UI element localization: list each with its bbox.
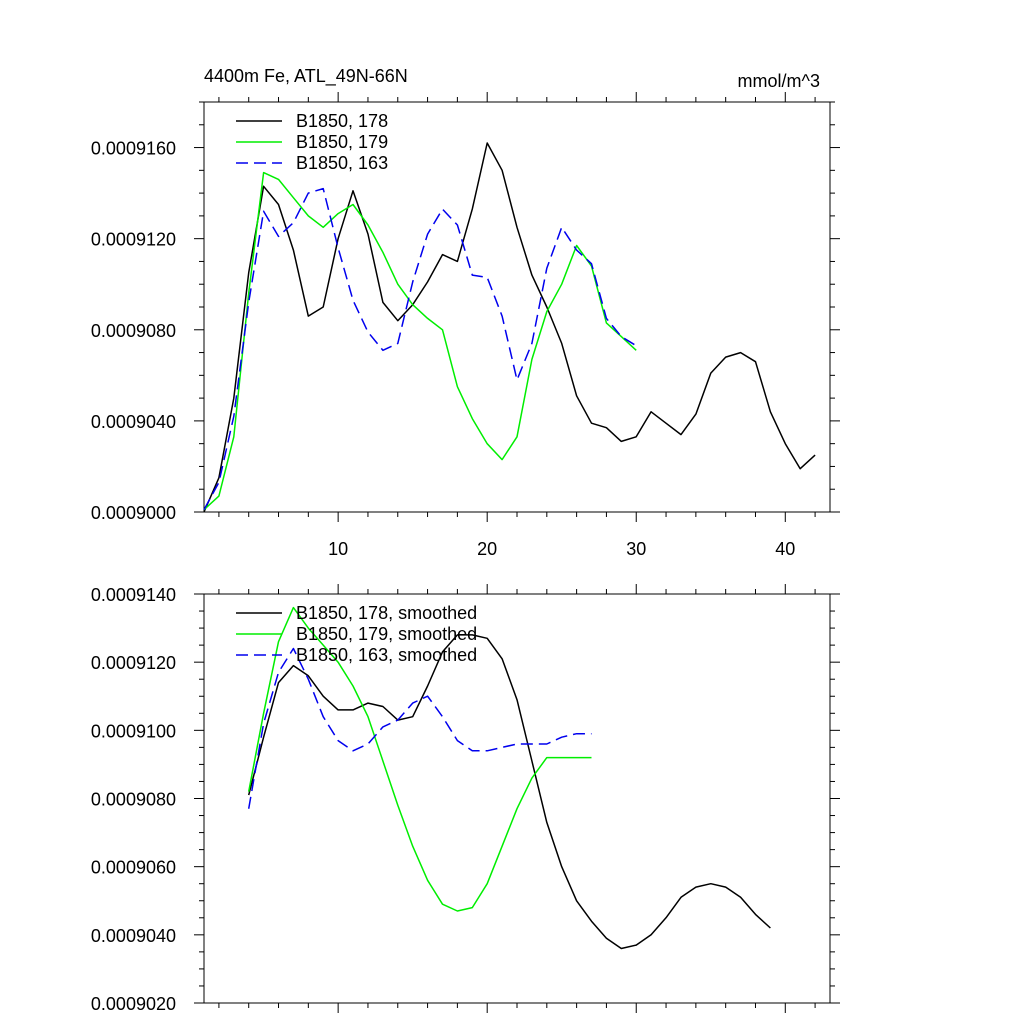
series-line-3: [247, 647, 592, 809]
chart-title: 4400m Fe, ATL_49N-66N: [204, 66, 408, 87]
y-tick-label: 0.0009120: [91, 230, 176, 250]
legend-label-1: B1850, 178: [296, 111, 388, 131]
legend-label-3: B1850, 163: [296, 153, 388, 173]
x-tick-label: 10: [328, 539, 348, 559]
y-tick-label: 0.0009080: [91, 321, 176, 341]
x-tick-label: 30: [626, 539, 646, 559]
y-tick-label: 0.0009060: [91, 858, 176, 878]
series-line-2: [247, 606, 592, 912]
y-tick-label: 0.0009040: [91, 926, 176, 946]
legend-label-3: B1850, 163, smoothed: [296, 645, 477, 665]
plot-panel-1: 10 20 30 40 0.0009000 0.0009040 0.0009080 0.000…: [91, 92, 840, 559]
series-line-3: [203, 187, 637, 511]
legend-label-2: B1850, 179, smoothed: [296, 624, 477, 644]
x-tick-label: 40: [775, 539, 795, 559]
series-line-2: [203, 171, 637, 511]
legend-label-2: B1850, 179: [296, 132, 388, 152]
x-tick-label: 20: [477, 539, 497, 559]
units-label: mmol/m^3: [738, 71, 820, 91]
plot-panel-2: 0.0009020 0.0009040 0.0009060 0.0009080 0.00…: [91, 584, 840, 1014]
y-tick-label: 0.0009100: [91, 721, 176, 741]
series-line-1: [247, 634, 771, 950]
y-tick-label: 0.0009080: [91, 790, 176, 810]
legend-label-1: B1850, 178, smoothed: [296, 603, 477, 623]
y-tick-label: 0.0009000: [91, 503, 176, 523]
y-tick-label: 0.0009140: [91, 585, 176, 605]
y-tick-label: 0.0009040: [91, 412, 176, 432]
y-tick-label: 0.0009020: [91, 994, 176, 1014]
y-tick-label: 0.0009160: [91, 139, 176, 159]
series-line-1: [203, 142, 816, 513]
y-tick-label: 0.0009120: [91, 653, 176, 673]
